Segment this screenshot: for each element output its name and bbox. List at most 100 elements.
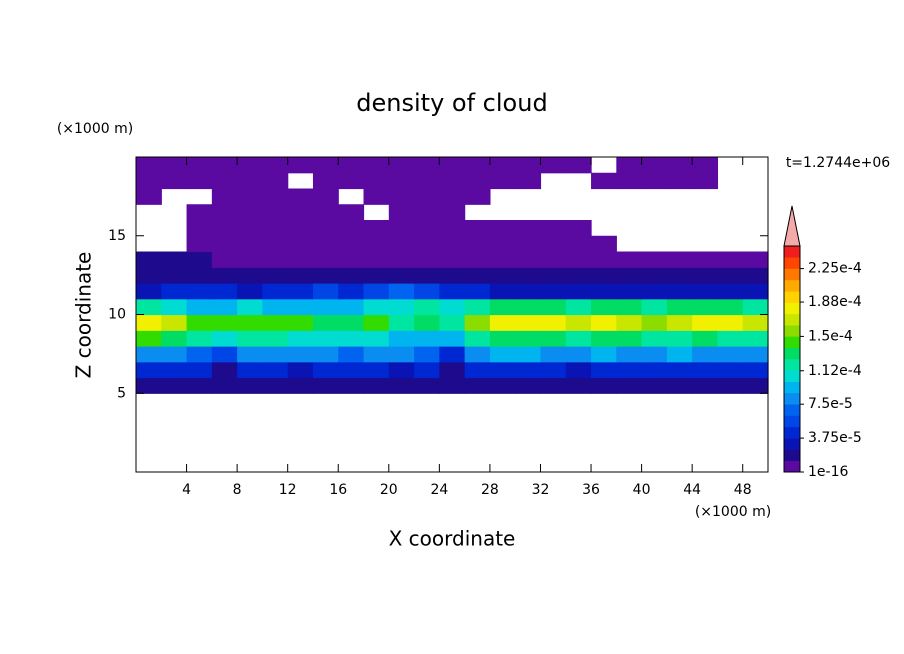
contour-cell xyxy=(717,283,744,300)
time-label: t=1.2744e+06 xyxy=(786,155,890,171)
contour-cell xyxy=(211,298,238,316)
contour-cell xyxy=(211,220,238,237)
contour-cell xyxy=(464,361,491,379)
contour-cell xyxy=(692,346,719,363)
colorbar-band xyxy=(784,347,800,360)
contour-cell xyxy=(161,267,188,284)
contour-cell xyxy=(161,172,188,190)
x-tick-label: 20 xyxy=(380,482,398,498)
contour-cell xyxy=(439,157,466,174)
contour-cell xyxy=(136,188,162,205)
contour-cell xyxy=(591,298,617,316)
y-axis-label: Z coordinate xyxy=(72,252,96,379)
contour-cell xyxy=(464,330,491,347)
contour-cell xyxy=(464,298,491,316)
contour-cell xyxy=(666,267,693,284)
contour-cell xyxy=(717,361,744,379)
contour-cell xyxy=(439,330,466,347)
contour-cell xyxy=(439,283,466,300)
contour-cell xyxy=(439,298,466,316)
contour-cell xyxy=(565,346,592,363)
contour-cell xyxy=(742,267,769,284)
colorbar-tick-label: 3.75e-5 xyxy=(808,430,862,446)
contour-cell xyxy=(489,346,516,363)
contour-cell xyxy=(363,188,390,205)
contour-cell xyxy=(211,330,238,347)
contour-cell xyxy=(136,361,162,379)
colorbar-band xyxy=(784,257,800,269)
contour-cell xyxy=(287,251,314,268)
contour-cell xyxy=(666,172,693,190)
contour-cell xyxy=(262,188,289,205)
colorbar-tick-label: 1e-16 xyxy=(808,464,848,480)
contour-cell xyxy=(414,220,440,237)
contour-cell xyxy=(489,298,516,316)
contour-cell xyxy=(363,298,390,316)
contour-cell xyxy=(565,251,592,268)
contour-cell xyxy=(591,283,617,300)
contour-cell xyxy=(591,267,617,284)
contour-cell xyxy=(692,330,719,347)
contour-cell xyxy=(414,235,440,253)
colorbar-band xyxy=(784,313,800,326)
contour-cell xyxy=(641,346,668,363)
contour-cell xyxy=(161,283,188,300)
contour-cell xyxy=(414,172,440,190)
contour-cell xyxy=(565,267,592,284)
contour-cell xyxy=(565,220,592,237)
contour-cell xyxy=(161,251,188,268)
contour-cell xyxy=(161,314,188,331)
contour-cell xyxy=(439,204,466,221)
contour-cell xyxy=(540,220,567,237)
contour-cell xyxy=(237,377,263,394)
contour-cell xyxy=(515,267,542,284)
contour-cell xyxy=(186,251,213,268)
contour-cell xyxy=(414,330,440,347)
contour-cell xyxy=(388,330,415,347)
contour-cell xyxy=(414,267,440,284)
contour-cell xyxy=(186,314,213,331)
contour-cell xyxy=(515,235,542,253)
contour-cell xyxy=(692,251,719,268)
colorbar-tick-label: 1.88e-4 xyxy=(808,294,862,310)
contour-cell xyxy=(186,172,213,190)
contour-cell xyxy=(692,361,719,379)
contour-cell xyxy=(312,267,339,284)
contour-cell xyxy=(211,172,238,190)
contour-cell xyxy=(287,346,314,363)
contour-cell xyxy=(489,330,516,347)
contour-cell xyxy=(363,172,390,190)
contour-cell xyxy=(540,361,567,379)
contour-cell xyxy=(616,283,643,300)
contour-cell xyxy=(262,330,289,347)
contour-cell xyxy=(489,361,516,379)
contour-cell xyxy=(414,188,440,205)
x-tick-label: 36 xyxy=(582,482,600,498)
colorbar-band xyxy=(784,415,800,428)
contour-cell xyxy=(717,251,744,268)
contour-cell xyxy=(338,314,365,331)
contour-cell xyxy=(287,188,314,205)
contour-cell xyxy=(262,346,289,363)
contour-cell xyxy=(540,346,567,363)
contour-cell xyxy=(211,346,238,363)
contour-cell xyxy=(489,267,516,284)
contour-cell xyxy=(591,361,617,379)
contour-cell xyxy=(515,220,542,237)
contour-cell xyxy=(161,157,188,174)
colorbar-band xyxy=(784,438,800,450)
contour-cell xyxy=(591,377,617,394)
contour-cell xyxy=(338,267,365,284)
contour-cell xyxy=(742,298,769,316)
contour-cell xyxy=(338,235,365,253)
contour-cell xyxy=(211,204,238,221)
colorbar-band xyxy=(784,392,800,405)
contour-cell xyxy=(717,330,744,347)
contour-cell xyxy=(414,314,440,331)
contour-cell xyxy=(287,314,314,331)
contour-cell xyxy=(237,314,263,331)
contour-cell xyxy=(211,188,238,205)
contour-cell xyxy=(439,251,466,268)
contour-cell xyxy=(363,157,390,174)
contour-cell xyxy=(666,251,693,268)
